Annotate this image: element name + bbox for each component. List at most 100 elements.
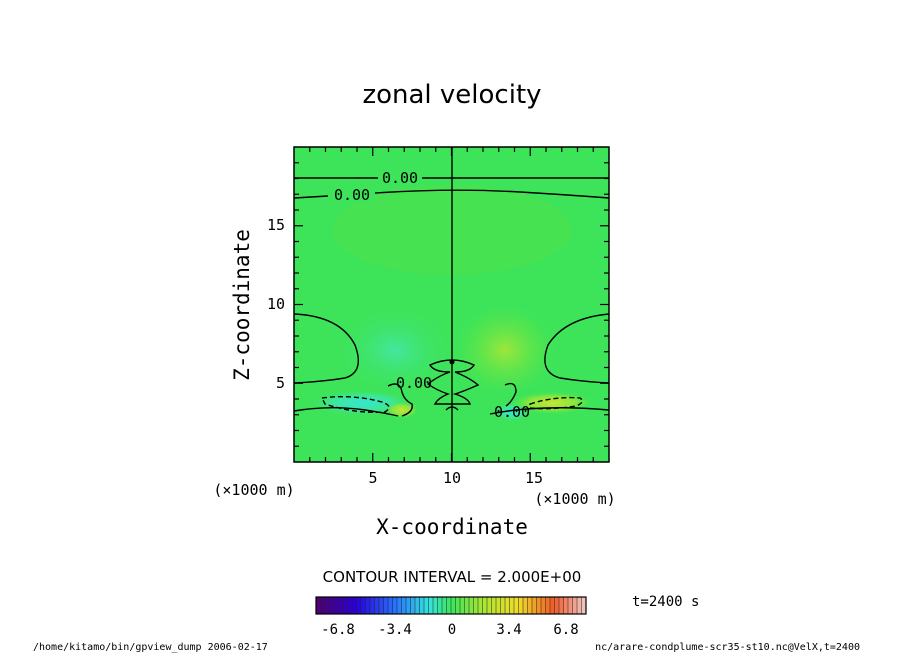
colorbar-segment <box>536 597 542 614</box>
axis-ticks <box>294 147 609 462</box>
colorbar-tick-4: 3.4 <box>496 622 521 638</box>
colorbar-segment <box>532 597 537 614</box>
colorbar-segment <box>406 597 411 614</box>
colorbar-segment <box>334 597 339 614</box>
colorbar-segment <box>343 597 348 614</box>
contour-center-left-wiggle <box>387 383 413 417</box>
colorbar-segment <box>437 597 443 614</box>
footer-right: nc/arare-condplume-scr35-st10.nc@VelX,t=… <box>595 642 860 653</box>
colorbar-segment <box>482 597 488 614</box>
contour-top-2 <box>294 189 609 199</box>
plot-field <box>294 147 609 462</box>
colorbar-segment <box>500 597 506 614</box>
colorbar-segment <box>509 597 515 614</box>
field-shade-right <box>455 305 555 395</box>
colorbar-segment <box>568 597 573 614</box>
colorbar-segment <box>527 597 533 614</box>
colorbar-segment <box>550 597 555 614</box>
colorbar-segment <box>347 597 353 614</box>
y-tick-label-5: 5 <box>276 374 285 392</box>
contour-label-bg-1 <box>378 171 422 185</box>
y-unit-label: (×1000 m) <box>213 481 294 499</box>
colorbar-segment <box>473 597 479 614</box>
contour-label-2: 0.00 <box>334 186 370 204</box>
colorbar-segment <box>388 597 393 614</box>
colorbar-segment <box>379 597 384 614</box>
colorbar-segment <box>523 597 528 614</box>
colorbar-segment <box>361 597 366 614</box>
colorbar-segment <box>446 597 452 614</box>
y-axis-title: Z-coordinate <box>230 229 254 381</box>
contour-right-lobe <box>544 313 609 384</box>
contour-center-right-wiggle <box>504 382 517 407</box>
contour-labels: 0.00 0.00 0.00 0.00 <box>330 169 530 421</box>
colorbar-segment <box>563 597 569 614</box>
colorbar-segment <box>320 597 326 614</box>
y-tick-label-10: 10 <box>267 295 285 313</box>
colorbar-segment <box>478 597 483 614</box>
colorbar-segment <box>428 597 434 614</box>
colorbar-segment <box>545 597 551 614</box>
colorbar-segment <box>541 597 546 614</box>
colorbar-segment <box>460 597 465 614</box>
colorbar-segment <box>518 597 524 614</box>
colorbar-segment <box>424 597 429 614</box>
colorbar-tick-1: -6.8 <box>321 622 355 638</box>
colorbar-segment <box>572 597 578 614</box>
colorbar-segment <box>464 597 470 614</box>
x-axis-title: X-coordinate <box>376 515 528 539</box>
colorbar-segment <box>415 597 420 614</box>
contour-negative-dashed <box>320 395 390 414</box>
colorbar-segment <box>419 597 425 614</box>
colorbar-segment <box>329 597 335 614</box>
colorbar-tick-2: -3.4 <box>378 622 412 638</box>
colorbar-segment <box>496 597 501 614</box>
colorbar-segment <box>410 597 416 614</box>
contour-interval-text: CONTOUR INTERVAL = 2.000E+00 <box>323 568 582 586</box>
field-shade-left <box>335 305 455 395</box>
time-label: t=2400 s <box>632 594 699 610</box>
positive-blob-small <box>386 402 418 418</box>
colorbar-segment <box>401 597 407 614</box>
contour-lower-left <box>294 407 399 417</box>
colorbar-segment <box>374 597 380 614</box>
contour-label-3: 0.00 <box>396 374 432 392</box>
chart-title: zonal velocity <box>362 80 541 110</box>
contour-label-1: 0.00 <box>382 169 418 187</box>
colorbar-tick-5: 6.8 <box>553 622 578 638</box>
contour-label-4: 0.00 <box>494 403 530 421</box>
colorbar-segment <box>451 597 456 614</box>
colorbar-segment <box>433 597 438 614</box>
footer-left: /home/kitamo/bin/gpview_dump 2006-02-17 <box>33 642 268 653</box>
colorbar-segment <box>554 597 560 614</box>
contour-center-stack <box>426 359 480 405</box>
colorbar-segment <box>491 597 497 614</box>
colorbar-frame <box>315 596 587 615</box>
contour-lower-right <box>489 407 609 415</box>
colorbar-segment <box>383 597 389 614</box>
colorbar-segment <box>487 597 492 614</box>
center-marker <box>449 359 455 365</box>
colorbar-segment <box>581 597 587 614</box>
colorbar-tick-3: 0 <box>448 622 456 638</box>
colorbar-segment <box>397 597 402 614</box>
contour-lines <box>294 177 609 417</box>
colorbar-segment <box>316 597 321 614</box>
colorbar-segment <box>442 597 447 614</box>
contour-label-bg-2 <box>330 189 374 203</box>
colorbar-segment <box>455 597 461 614</box>
x-tick-label-15: 15 <box>525 469 543 487</box>
colorbar-segment <box>469 597 474 614</box>
colorbar-segment <box>514 597 519 614</box>
y-tick-label-15: 15 <box>267 216 285 234</box>
colorbar <box>315 597 587 614</box>
colorbar-segment <box>392 597 398 614</box>
contour-left-lobe <box>294 313 359 384</box>
x-tick-label-5: 5 <box>368 469 377 487</box>
colorbar-segment <box>365 597 371 614</box>
colorbar-segment <box>352 597 357 614</box>
colorbar-segment <box>577 597 582 614</box>
colorbar-segment <box>338 597 344 614</box>
colorbar-segment <box>370 597 375 614</box>
